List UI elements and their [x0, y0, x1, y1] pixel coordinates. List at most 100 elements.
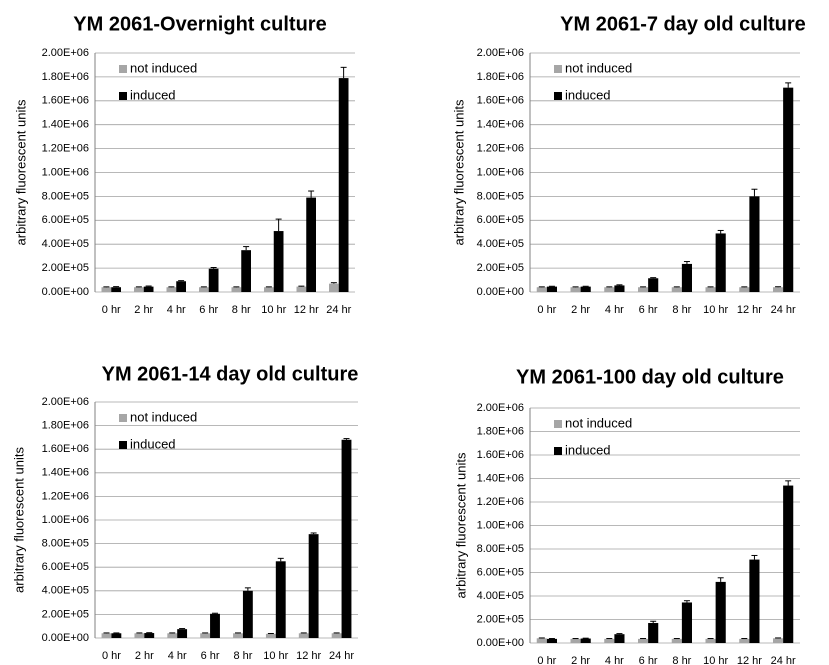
- bar: [783, 485, 794, 643]
- x-tick-label: 12 hr: [296, 650, 321, 662]
- bar: [773, 638, 784, 643]
- x-tick-label: 10 hr: [261, 304, 286, 316]
- bar: [604, 287, 615, 292]
- bar: [604, 638, 615, 643]
- x-tick-label: 10 hr: [263, 650, 288, 662]
- y-tick-label: 2.00E+06: [477, 47, 524, 59]
- bar: [705, 287, 716, 292]
- legend-label: not induced: [130, 409, 197, 424]
- y-axis-label: arbitrary fluorescent units: [13, 99, 28, 245]
- y-axis-label: arbitrary fluorescent units: [11, 447, 26, 593]
- x-tick-label: 4 hr: [167, 304, 186, 316]
- y-axis-label: arbitrary fluorescent units: [451, 99, 466, 245]
- bar: [536, 638, 547, 643]
- x-tick-label: 10 hr: [703, 655, 728, 665]
- y-tick-label: 2.00E+06: [42, 47, 89, 59]
- chart-title: YM 2061-7 day old culture: [560, 13, 806, 35]
- bar: [144, 633, 155, 638]
- bar: [773, 287, 784, 292]
- y-tick-label: 1.80E+06: [42, 420, 89, 432]
- x-tick-label: 24 hr: [326, 304, 351, 316]
- y-tick-label: 6.00E+05: [42, 214, 89, 226]
- bar: [275, 561, 286, 638]
- legend-swatch: [554, 92, 562, 100]
- x-tick-label: 10 hr: [703, 304, 728, 316]
- bar: [546, 286, 557, 292]
- x-tick-label: 12 hr: [737, 655, 762, 665]
- chart-title: YM 2061-100 day old culture: [516, 366, 784, 388]
- y-tick-label: 4.00E+05: [477, 238, 524, 250]
- legend-label: not induced: [565, 60, 632, 75]
- bar: [739, 287, 750, 292]
- bar: [231, 287, 242, 292]
- legend-label: not induced: [130, 60, 197, 75]
- y-tick-label: 1.80E+06: [477, 71, 524, 83]
- y-tick-label: 1.20E+06: [477, 143, 524, 155]
- x-tick-label: 0 hr: [537, 655, 556, 665]
- y-tick-label: 0.00E+00: [42, 286, 89, 298]
- bar: [338, 78, 349, 292]
- y-tick-label: 4.00E+05: [42, 238, 89, 250]
- y-tick-label: 1.00E+06: [477, 519, 524, 531]
- bar: [580, 638, 591, 643]
- bar: [308, 534, 319, 638]
- x-tick-label: 8 hr: [672, 304, 691, 316]
- bar: [264, 287, 274, 292]
- bar: [166, 287, 177, 292]
- y-tick-label: 1.20E+06: [42, 490, 89, 502]
- y-tick-label: 4.00E+05: [42, 585, 89, 597]
- bar: [273, 231, 284, 292]
- bar: [715, 233, 726, 292]
- bar: [101, 287, 112, 292]
- bar: [681, 602, 692, 643]
- x-tick-label: 2 hr: [571, 304, 590, 316]
- bar: [134, 633, 145, 638]
- x-tick-label: 2 hr: [571, 655, 590, 665]
- y-tick-label: 1.00E+06: [477, 166, 524, 178]
- chart-title: YM 2061-Overnight culture: [73, 13, 326, 35]
- bar: [341, 439, 352, 638]
- y-tick-label: 1.40E+06: [477, 472, 524, 484]
- bar: [681, 263, 692, 292]
- legend-swatch: [554, 420, 562, 428]
- legend-label: induced: [565, 87, 611, 102]
- bar: [176, 281, 186, 292]
- x-tick-label: 6 hr: [639, 655, 658, 665]
- bar: [546, 638, 557, 643]
- bar: [580, 286, 591, 292]
- bar: [705, 638, 716, 643]
- y-tick-label: 6.00E+05: [477, 214, 524, 226]
- x-tick-label: 2 hr: [135, 650, 154, 662]
- y-tick-label: 1.00E+06: [42, 514, 89, 526]
- y-tick-label: 1.60E+06: [477, 95, 524, 107]
- bar: [242, 590, 253, 638]
- x-tick-label: 8 hr: [672, 655, 691, 665]
- y-tick-label: 1.40E+06: [42, 467, 89, 479]
- y-tick-label: 1.60E+06: [477, 449, 524, 461]
- bar: [570, 638, 581, 643]
- x-tick-label: 8 hr: [233, 650, 252, 662]
- bar: [306, 197, 316, 292]
- x-tick-label: 0 hr: [537, 304, 556, 316]
- legend-swatch: [554, 65, 562, 73]
- bar: [648, 278, 659, 292]
- x-tick-label: 0 hr: [102, 304, 121, 316]
- bar: [739, 638, 750, 643]
- legend-swatch: [119, 414, 127, 422]
- bar: [298, 633, 309, 638]
- bar: [749, 196, 760, 292]
- y-tick-label: 2.00E+06: [477, 402, 524, 414]
- bar: [233, 633, 243, 638]
- y-tick-label: 8.00E+05: [42, 190, 89, 202]
- y-tick-label: 0.00E+00: [42, 632, 89, 644]
- bar: [570, 287, 581, 292]
- x-tick-label: 2 hr: [134, 304, 153, 316]
- x-tick-label: 4 hr: [605, 304, 624, 316]
- bar: [638, 287, 649, 292]
- y-tick-label: 2.00E+05: [42, 262, 89, 274]
- y-tick-label: 1.60E+06: [42, 95, 89, 107]
- bar: [208, 268, 219, 292]
- bar: [648, 623, 659, 643]
- y-tick-label: 2.00E+05: [42, 608, 89, 620]
